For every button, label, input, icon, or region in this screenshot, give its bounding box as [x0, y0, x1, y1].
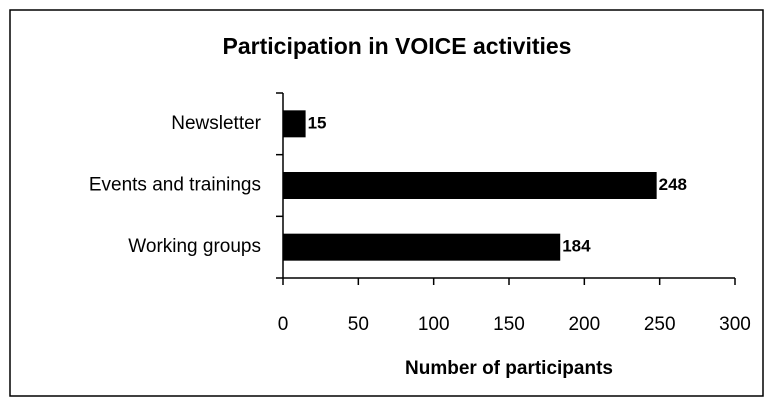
data-label: 15: [308, 113, 327, 132]
y-tick-label: Working groups: [128, 236, 261, 257]
x-tick-label: 200: [568, 314, 600, 335]
bar: [283, 110, 306, 138]
x-axis-label: Number of participants: [405, 358, 613, 379]
chart-title: Participation in VOICE activities: [223, 33, 572, 59]
x-tick-label: 150: [493, 314, 525, 335]
data-label: 248: [659, 175, 687, 194]
x-tick-label: 250: [644, 314, 676, 335]
x-tick-label: 0: [278, 314, 289, 335]
bar: [283, 172, 657, 199]
data-label: 184: [562, 237, 591, 256]
x-tick-label: 100: [418, 314, 450, 335]
x-tick-label: 300: [719, 314, 751, 335]
y-tick-label: Events and trainings: [89, 175, 261, 196]
bar: [283, 233, 561, 261]
chart-frame: [9, 9, 764, 397]
y-tick-label: Newsletter: [171, 113, 261, 134]
x-tick-label: 50: [348, 314, 369, 335]
